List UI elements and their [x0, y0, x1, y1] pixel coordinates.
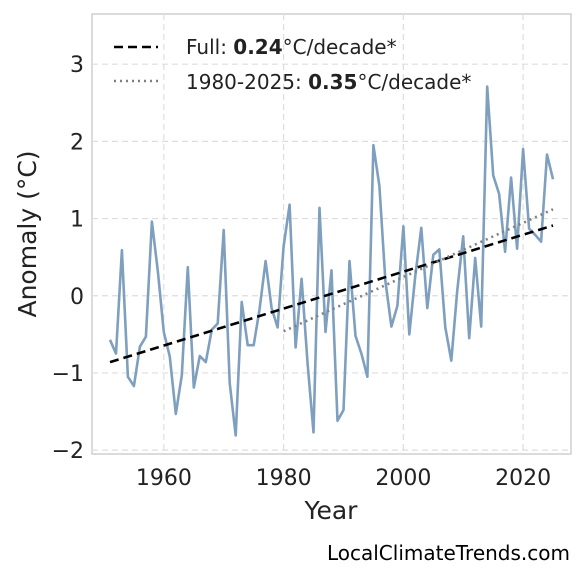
x-tick-label: 1960	[136, 466, 192, 491]
x-tick-label: 2020	[495, 466, 551, 491]
y-axis-title: Anomaly (°C)	[13, 150, 42, 317]
y-tick-label: −2	[52, 439, 84, 464]
y-tick-label: 0	[70, 285, 84, 310]
trend-line-1980-2025	[283, 208, 554, 333]
x-tick-label: 2000	[375, 466, 431, 491]
y-tick-label: −1	[52, 362, 84, 387]
legend: Full: 0.24°C/decade* 1980-2025: 0.35°C/d…	[114, 35, 471, 94]
tick-labels: 1960 1980 2000 2020 −2 −1 0 1 2 3	[52, 53, 552, 491]
legend-label-full: Full: 0.24°C/decade*	[186, 35, 397, 59]
legend-label-1980-2025: 1980-2025: 0.35°C/decade*	[186, 70, 471, 94]
credit-text: LocalClimateTrends.com	[327, 541, 570, 565]
x-axis-title: Year	[304, 496, 359, 525]
x-tick-label: 1980	[256, 466, 312, 491]
series-layer	[108, 85, 555, 437]
y-tick-label: 2	[70, 130, 84, 155]
y-tick-label: 1	[70, 208, 84, 233]
y-tick-label: 3	[70, 53, 84, 78]
trend-line-full	[109, 224, 554, 364]
